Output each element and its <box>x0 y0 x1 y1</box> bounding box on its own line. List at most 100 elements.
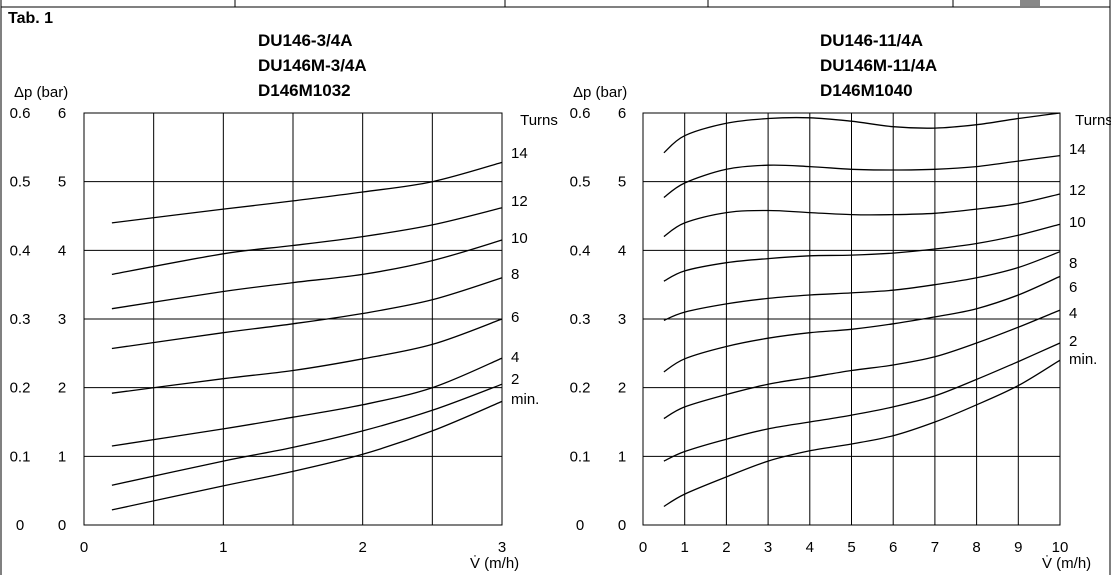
x-tick-label: 0 <box>80 539 88 556</box>
series-label: 6 <box>511 309 519 326</box>
series-label: min. <box>1069 351 1097 368</box>
chart-left-title-line-2: DU146M-3/4A <box>258 56 367 75</box>
y-tick-label: 3 <box>618 311 626 328</box>
curve-8 <box>111 277 503 350</box>
series-label: 4 <box>1069 305 1077 322</box>
y-tick-bar-label: 0.5 <box>570 174 591 191</box>
curve-2 <box>663 309 1061 420</box>
y-tick-label: 5 <box>58 174 66 191</box>
y-tick-label: 2 <box>58 380 66 397</box>
series-label: 10 <box>1069 214 1086 231</box>
plot-frame <box>642 112 1061 526</box>
chart-right-title-line-1: DU146-11/4A <box>820 31 923 50</box>
x-tick-label: 7 <box>931 539 939 556</box>
y-tick-label: 1 <box>58 448 66 465</box>
y-tick-bar-label: 0.6 <box>10 105 31 122</box>
series-label: 8 <box>1069 255 1077 272</box>
x-tick-label: 3 <box>498 539 506 556</box>
chart-left-series-labels: 14 12 10 8 6 4 2 min. <box>511 145 539 408</box>
chart-right: DU146-11/4A DU146M-11/4A D146M1040 Δp (b… <box>570 31 1111 572</box>
x-tick-label: 1 <box>681 539 689 556</box>
series-label: 2 <box>511 371 519 388</box>
curve-2 <box>111 383 503 486</box>
x-tick-label: 6 <box>889 539 897 556</box>
y-tick-label: 2 <box>618 380 626 397</box>
y-tick-bar-label: 0.4 <box>10 242 31 259</box>
y-tick-label: 6 <box>58 105 66 122</box>
y-tick-bar-label: 0.4 <box>570 242 591 259</box>
x-tick-label: 9 <box>1014 539 1022 556</box>
y-tick-label: 0 <box>58 517 66 534</box>
curve-4 <box>111 357 503 447</box>
curve-10 <box>111 239 503 310</box>
series-label: 2 <box>1069 333 1077 350</box>
chart-left-curves <box>111 161 503 511</box>
series-label: 14 <box>1069 141 1086 158</box>
y-tick-label: 1 <box>618 448 626 465</box>
chart-left-legend-title: Turns <box>520 112 558 129</box>
table-label: Tab. 1 <box>8 10 53 27</box>
curve-min <box>111 400 503 511</box>
curve-8 <box>663 223 1061 282</box>
series-label: 14 <box>511 145 528 162</box>
chart-right-title: DU146-11/4A DU146M-11/4A D146M1040 <box>820 31 937 100</box>
curve-lowest <box>663 359 1061 508</box>
y-tick-label: 6 <box>618 105 626 122</box>
y-tick-bar-label: 0.2 <box>570 380 591 397</box>
series-label: 12 <box>1069 182 1086 199</box>
y-tick-bar-label: 0.1 <box>570 448 591 465</box>
chart-right-ticks: 0.6 60.5 50.4 40.3 30.2 20.1 10 00 1 2 3 4 5 6 7 8 9 10 <box>570 105 1069 556</box>
chart-left-ylabel: Δp (bar) <box>14 84 68 101</box>
chart-left: DU146-3/4A DU146M-3/4A D146M1032 Δp (bar… <box>10 31 558 572</box>
chart-left-ticks: 0.6 60.5 50.4 40.3 30.2 20.1 10 00 1 2 3 <box>10 105 507 556</box>
x-tick-label: 0 <box>639 539 647 556</box>
series-label: min. <box>511 391 539 408</box>
y-tick-label: 4 <box>618 242 626 259</box>
x-tick-label: 5 <box>847 539 855 556</box>
y-tick-label: 0 <box>618 517 626 534</box>
curve-6 <box>111 318 503 394</box>
chart-left-grid <box>83 112 503 526</box>
y-tick-bar-label: 0 <box>16 517 24 534</box>
series-label: 4 <box>511 349 519 366</box>
chart-right-title-line-2: DU146M-11/4A <box>820 56 937 75</box>
x-tick-label: 1 <box>219 539 227 556</box>
series-label: 8 <box>511 266 519 283</box>
chart-right-curves <box>663 112 1061 508</box>
y-tick-bar-label: 0.1 <box>10 448 31 465</box>
curve-6 <box>663 251 1061 322</box>
x-tick-label: 10 <box>1052 539 1069 556</box>
chart-right-xlabel: V̇ (m/h) <box>1042 555 1091 572</box>
chart-right-title-line-3: D146M1040 <box>820 81 913 100</box>
chart-left-title-line-1: DU146-3/4A <box>258 31 353 50</box>
series-label: 12 <box>511 193 528 210</box>
y-tick-bar-label: 0 <box>576 517 584 534</box>
header-image-fragment-shape <box>1020 0 1040 6</box>
y-tick-label: 4 <box>58 242 66 259</box>
curve-12 <box>111 207 503 276</box>
curve-10 <box>663 193 1061 238</box>
curve-14 <box>663 112 1061 154</box>
y-tick-bar-label: 0.6 <box>570 105 591 122</box>
chart-left-title-line-3: D146M1032 <box>258 81 351 100</box>
curve-12 <box>663 154 1061 199</box>
x-tick-label: 4 <box>806 539 814 556</box>
chart-right-legend-title: Turns <box>1075 112 1111 129</box>
chart-left-xlabel: V̇ (m/h) <box>470 555 519 572</box>
header-image-fragment <box>1020 0 1040 6</box>
y-tick-bar-label: 0.3 <box>10 311 31 328</box>
chart-right-ylabel: Δp (bar) <box>573 84 627 101</box>
curve-14 <box>111 161 503 224</box>
chart-right-grid <box>642 112 1061 526</box>
x-tick-label: 2 <box>358 539 366 556</box>
series-label: 10 <box>511 230 528 247</box>
x-tick-label: 3 <box>764 539 772 556</box>
y-tick-bar-label: 0.3 <box>570 311 591 328</box>
curve-min <box>663 342 1061 462</box>
y-tick-label: 5 <box>618 174 626 191</box>
series-label: 6 <box>1069 279 1077 296</box>
y-tick-bar-label: 0.5 <box>10 174 31 191</box>
